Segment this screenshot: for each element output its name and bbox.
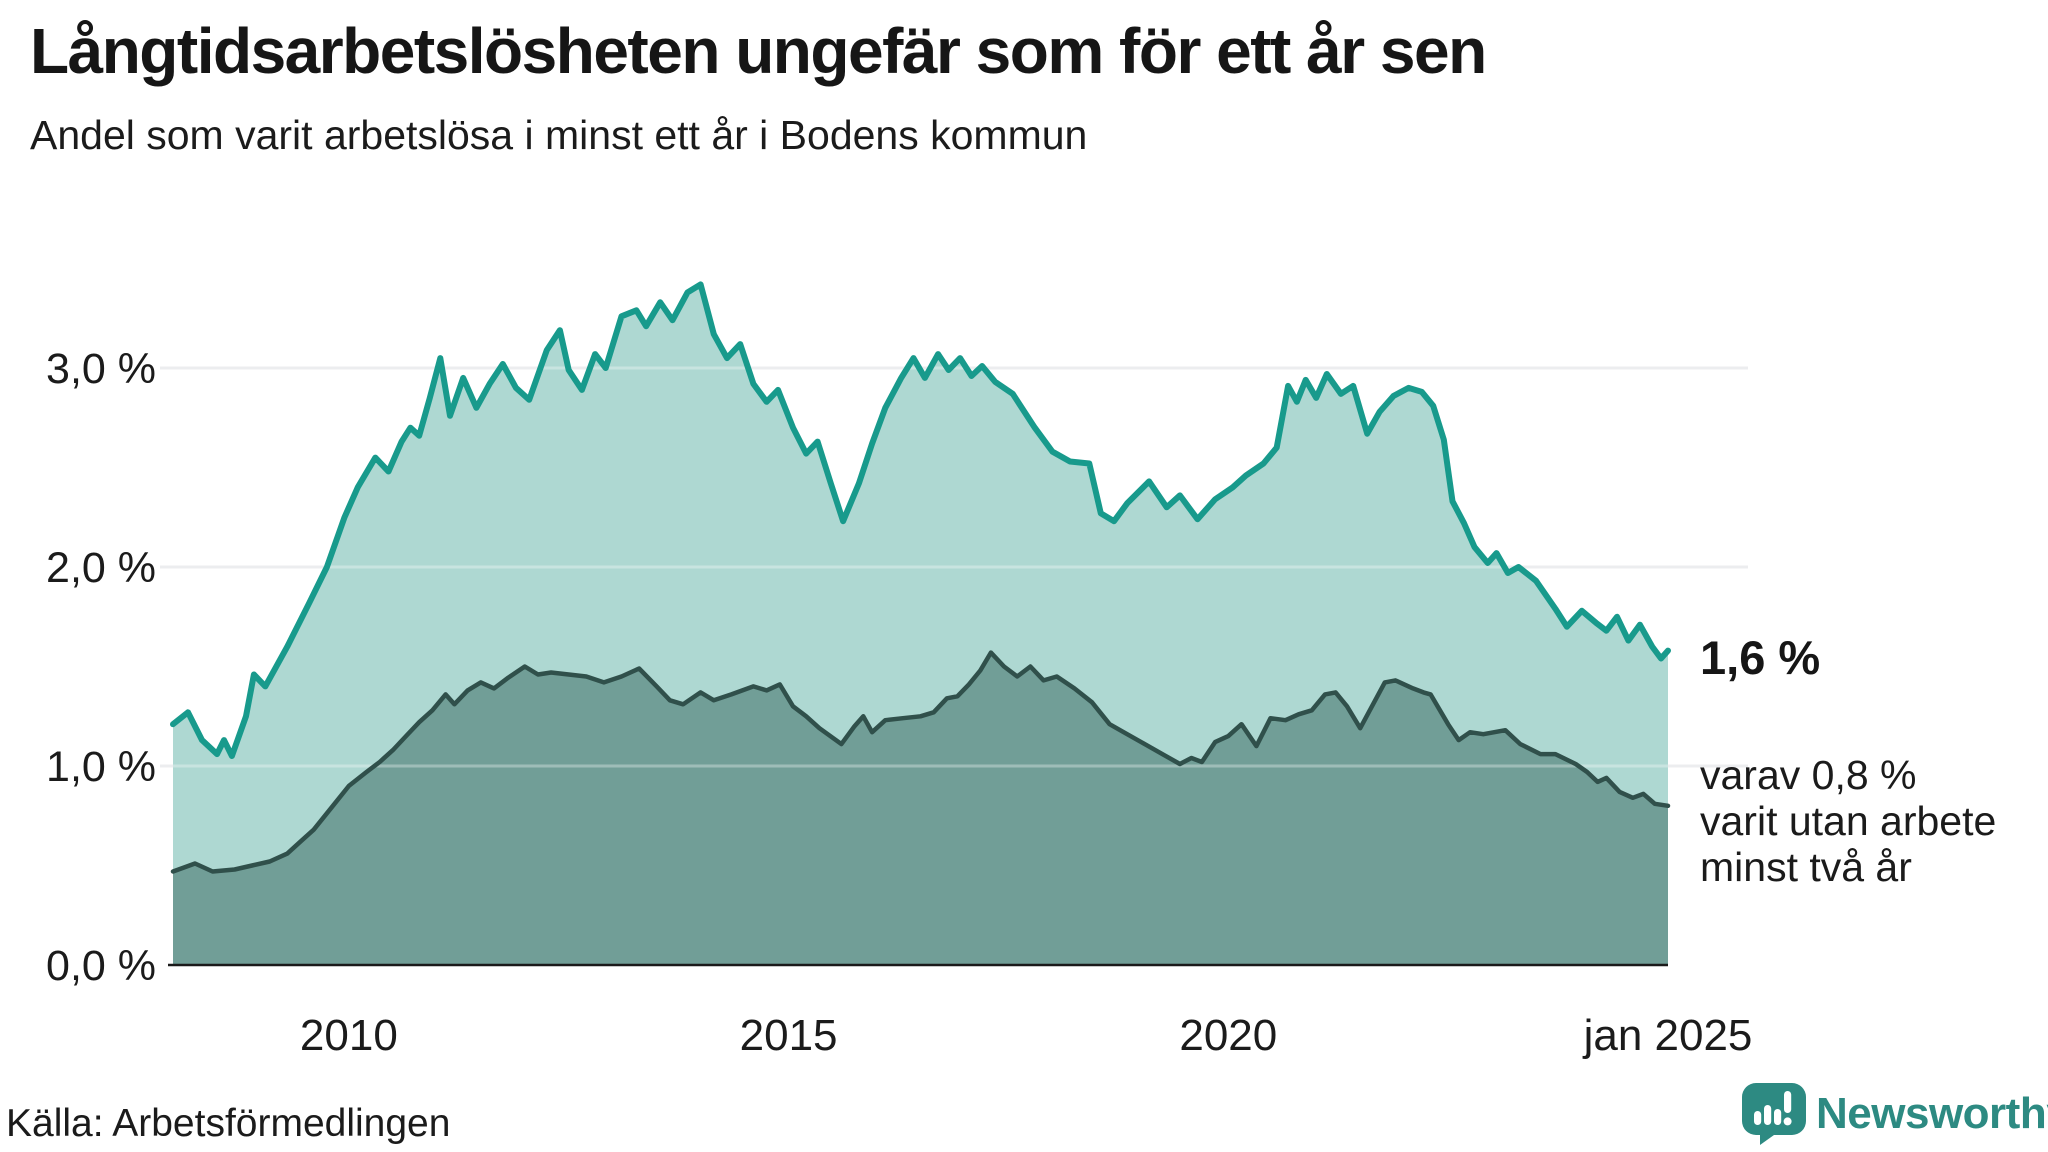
y-axis-label: 3,0 % bbox=[46, 345, 156, 393]
series-line-two-years bbox=[170, 650, 1671, 874]
y-axis-label: 0,0 % bbox=[46, 942, 156, 990]
x-axis-label: jan 2025 bbox=[1582, 1011, 1753, 1060]
x-axis-label: 2010 bbox=[300, 1011, 398, 1060]
area-fill-two-years bbox=[173, 652, 1668, 965]
bar-chart-glyph bbox=[1754, 1091, 1792, 1126]
note-line: varav 0,8 % bbox=[1700, 752, 1917, 798]
page-title: Långtidsarbetslösheten ungefär som för e… bbox=[30, 15, 1487, 87]
series-line-one-year bbox=[170, 281, 1671, 759]
page-subtitle: Andel som varit arbetslösa i minst ett å… bbox=[30, 112, 1088, 158]
brand-name: Newsworthy bbox=[1816, 1089, 2048, 1138]
source-label: Källa: Arbetsförmedlingen bbox=[6, 1102, 451, 1145]
secondary-series-note: varav 0,8 % varit utan arbete minst två … bbox=[1700, 752, 1996, 890]
latest-value-label: 1,6 % bbox=[1700, 631, 1821, 684]
newsworthy-logo: Newsworthy bbox=[1742, 1083, 2048, 1145]
newsworthy-logo-icon bbox=[1742, 1083, 1806, 1145]
note-line: minst två år bbox=[1700, 844, 1912, 890]
x-axis-label: 2015 bbox=[740, 1011, 838, 1060]
x-axis-label: 2020 bbox=[1179, 1011, 1277, 1060]
y-axis-label: 1,0 % bbox=[46, 743, 156, 791]
y-axis-label: 2,0 % bbox=[46, 544, 156, 592]
note-line: varit utan arbete bbox=[1700, 798, 1997, 844]
